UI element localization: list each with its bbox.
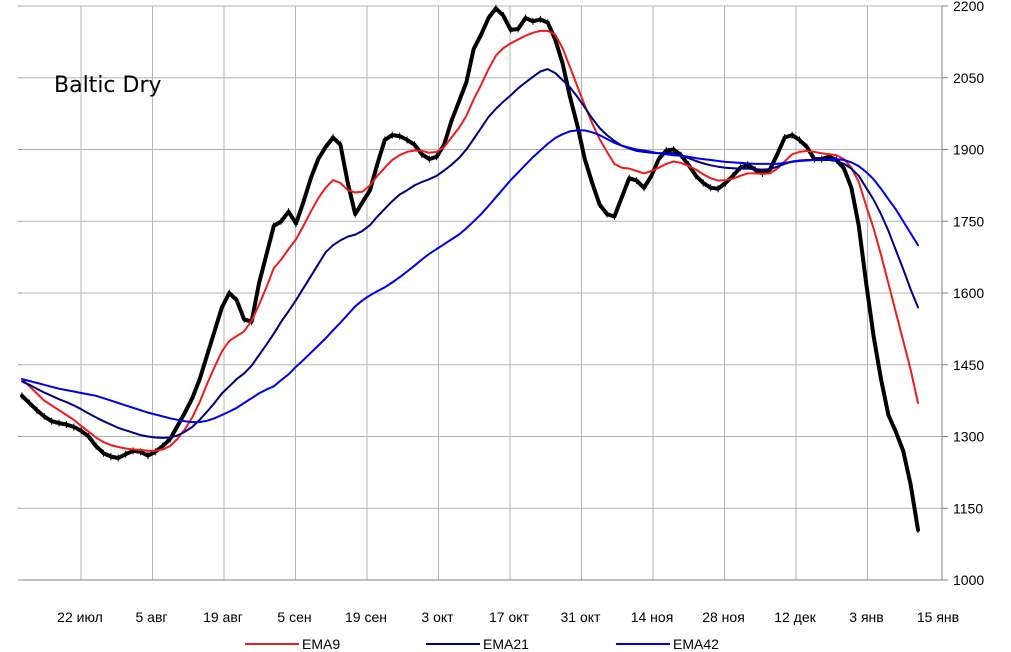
y-tick-labels: 1000 1150 1300 1450 1600 1750 1900 2050 2200 — [953, 0, 984, 588]
grid-lines — [22, 5, 942, 580]
x-tick-label: 3 янв — [849, 609, 883, 625]
x-tick-label: 28 ноя — [702, 609, 745, 625]
x-tick-label: 12 дек — [774, 609, 816, 625]
series-line-ema9 — [21, 29, 919, 452]
legend-label-ema9: EMA9 — [302, 636, 340, 652]
y-tick-label: 1000 — [953, 572, 984, 588]
legend-label-ema21: EMA21 — [483, 636, 529, 652]
x-tick-label: 22 июл — [57, 609, 103, 625]
legend: EMA9 EMA21 EMA42 — [245, 636, 719, 652]
x-tick-label: 3 окт — [421, 609, 454, 625]
series-line-ema21 — [21, 68, 919, 439]
y-tick-label: 1600 — [953, 285, 984, 301]
x-tick-label: 31 окт — [561, 609, 602, 625]
x-tick-labels: 22 июл 5 авг 19 авг 5 сен 19 сен 3 окт 17 окт 3… — [57, 609, 959, 625]
x-tick-label: 5 сен — [277, 609, 311, 625]
y-tick-label: 1900 — [953, 142, 984, 158]
legend-label-ema42: EMA42 — [673, 636, 719, 652]
x-tick-label: 19 сен — [345, 609, 387, 625]
x-tick-label: 14 ноя — [631, 609, 674, 625]
y-tick-label: 2200 — [953, 0, 984, 14]
axes — [18, 5, 948, 581]
chart-title: Baltic Dry — [54, 73, 162, 98]
x-tick-label: 5 авг — [135, 609, 167, 625]
x-tick-label: 19 авг — [203, 609, 243, 625]
y-tick-label: 1450 — [953, 357, 984, 373]
y-tick-label: 1300 — [953, 429, 984, 445]
x-tick-label: 15 янв — [917, 609, 959, 625]
series-line-ema42 — [21, 129, 919, 424]
x-tick-label: 17 окт — [489, 609, 530, 625]
y-tick-label: 1750 — [953, 213, 984, 229]
series-lines — [20, 4, 920, 534]
y-tick-label: 2050 — [953, 70, 984, 86]
y-tick-label: 1150 — [953, 500, 983, 516]
